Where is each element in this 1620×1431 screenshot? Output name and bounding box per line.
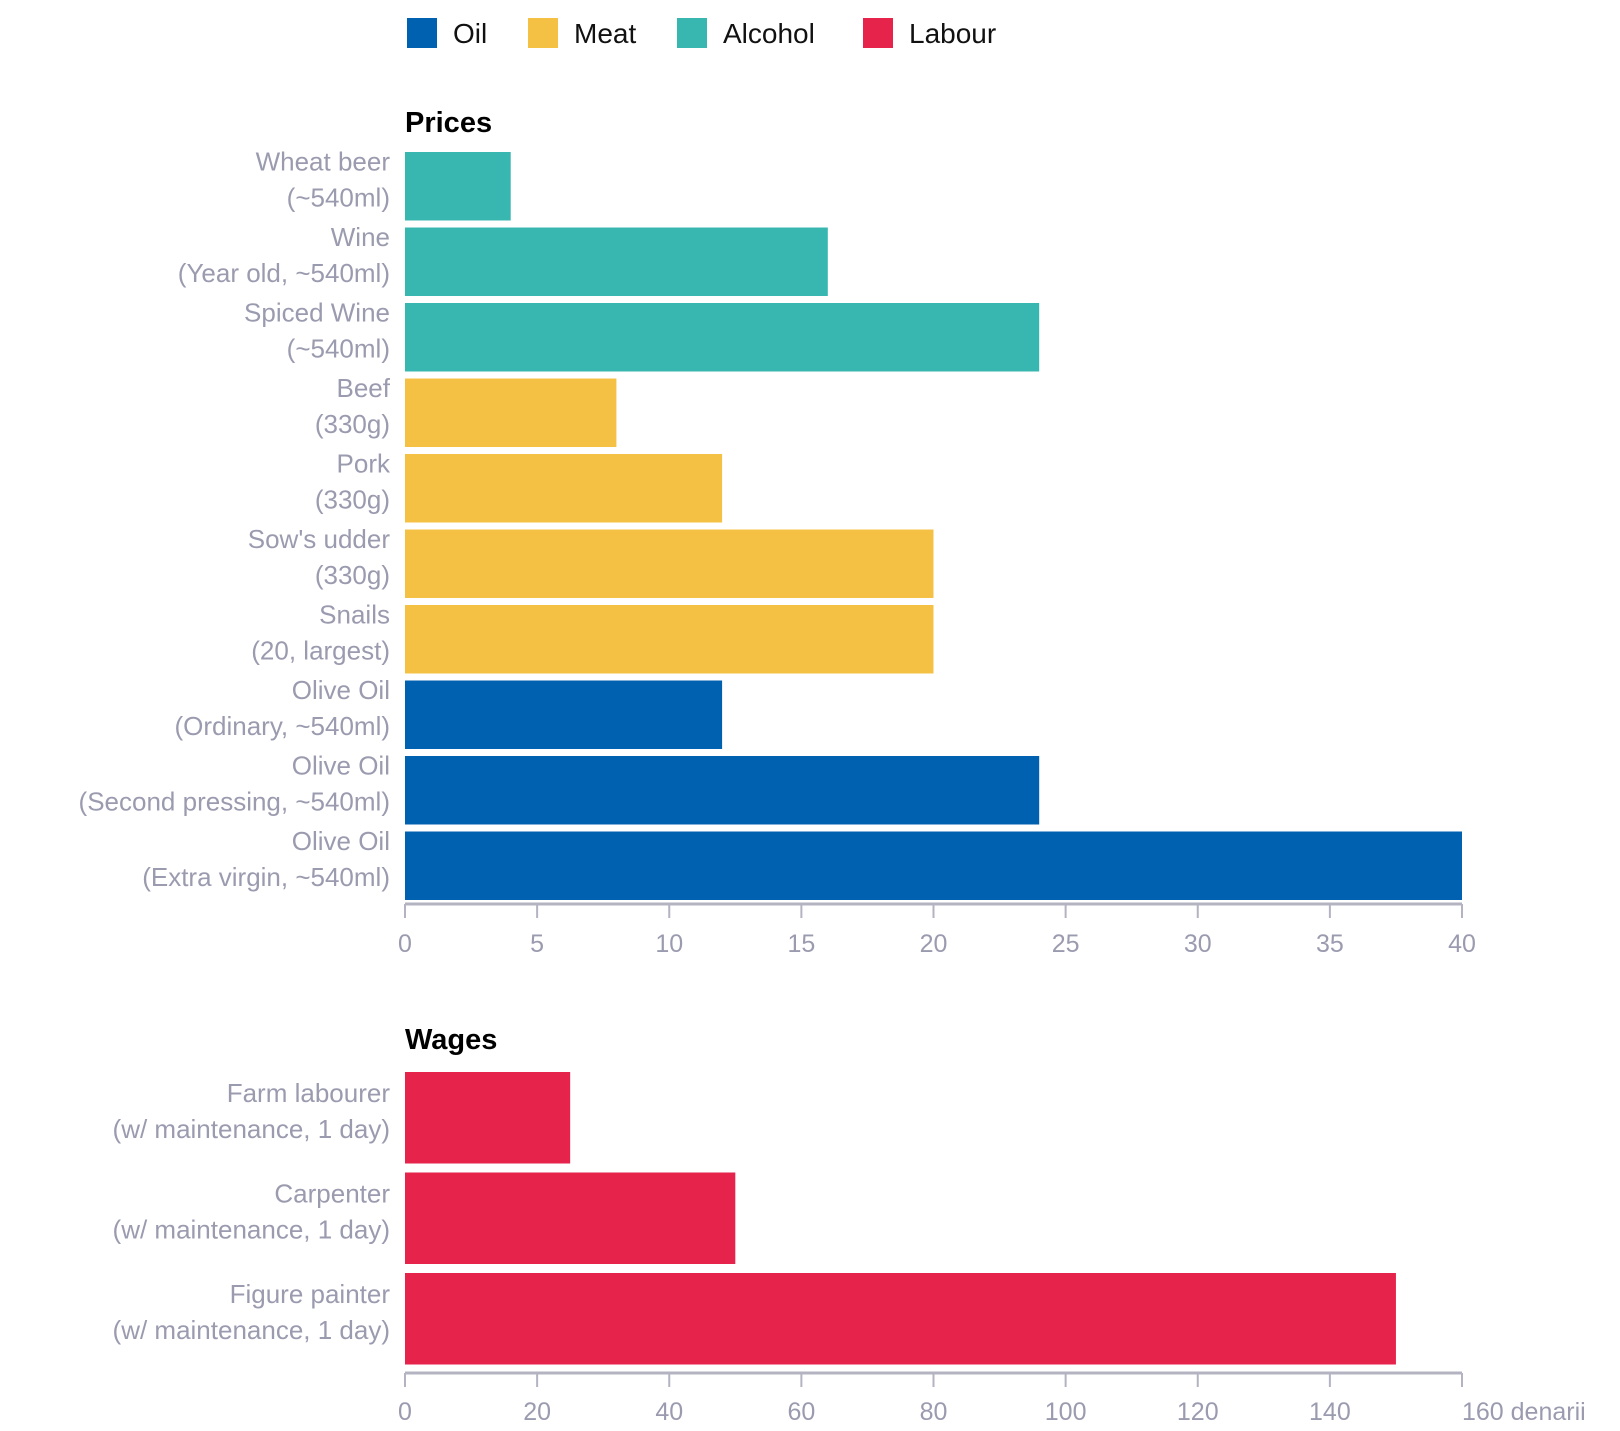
category-label-olive-oil: Olive Oil (Extra virgin, ~540ml) bbox=[142, 826, 390, 892]
category-label-spiced-wine: Spiced Wine (~540ml) bbox=[244, 297, 390, 363]
category-label-line: Wheat beer bbox=[256, 146, 391, 176]
category-label-sow-s-udder: Sow's udder (330g) bbox=[248, 524, 391, 590]
legend-swatch-oil bbox=[407, 18, 437, 48]
legend-label-labour: Labour bbox=[909, 18, 996, 49]
category-label-figure-painter: Figure painter (w/ maintenance, 1 day) bbox=[113, 1279, 391, 1345]
category-label-line: (330g) bbox=[315, 484, 390, 514]
x-tick-label: 20 bbox=[920, 930, 948, 958]
legend-swatch-labour bbox=[863, 18, 893, 48]
category-label-line: (~540ml) bbox=[287, 182, 390, 212]
x-tick-label: 100 bbox=[1045, 1398, 1087, 1426]
category-label-line: (w/ maintenance, 1 day) bbox=[113, 1315, 390, 1345]
prices-panel: Prices Wheat beer (~540ml) Wine (Year old, ~… bbox=[79, 107, 1476, 958]
legend-swatch-meat bbox=[528, 18, 558, 48]
legend: Oil Meat Alcohol Labour bbox=[407, 18, 996, 49]
legend-label-meat: Meat bbox=[574, 18, 636, 49]
bar-olive-oil bbox=[405, 831, 1462, 900]
category-label-line: Wine bbox=[331, 222, 390, 252]
category-label-beef: Beef (330g) bbox=[315, 373, 391, 439]
bar-beef bbox=[405, 378, 617, 447]
bar-carpenter bbox=[405, 1172, 736, 1264]
category-label-line: (w/ maintenance, 1 day) bbox=[113, 1214, 390, 1244]
x-tick-label: 30 bbox=[1184, 930, 1212, 958]
category-label-pork: Pork (330g) bbox=[315, 448, 391, 514]
x-tick-label: 5 bbox=[530, 930, 544, 958]
x-tick-label: 15 bbox=[787, 930, 815, 958]
category-label-line: Carpenter bbox=[274, 1178, 390, 1208]
x-tick-label: 20 bbox=[523, 1398, 551, 1426]
category-label-line: Snails bbox=[319, 599, 390, 629]
category-label-line: Olive Oil bbox=[292, 675, 390, 705]
category-label-wheat-beer: Wheat beer (~540ml) bbox=[256, 146, 391, 212]
x-tick-label: 40 bbox=[655, 1398, 683, 1426]
category-label-wine: Wine (Year old, ~540ml) bbox=[178, 222, 390, 288]
legend-label-alcohol: Alcohol bbox=[723, 18, 815, 49]
category-label-line: Farm labourer bbox=[227, 1078, 391, 1108]
category-label-snails: Snails (20, largest) bbox=[251, 599, 390, 665]
bar-figure-painter bbox=[405, 1273, 1396, 1365]
category-label-line: Sow's udder bbox=[248, 524, 391, 554]
category-label-line: Spiced Wine bbox=[244, 297, 390, 327]
category-label-line: (Year old, ~540ml) bbox=[178, 258, 390, 288]
bar-snails bbox=[405, 605, 934, 674]
category-label-line: Olive Oil bbox=[292, 826, 390, 856]
category-label-line: (w/ maintenance, 1 day) bbox=[113, 1114, 390, 1144]
legend-swatch-alcohol bbox=[677, 18, 707, 48]
category-label-line: (Extra virgin, ~540ml) bbox=[142, 862, 390, 892]
x-tick-label: 140 bbox=[1309, 1398, 1351, 1426]
category-label-line: Beef bbox=[337, 373, 391, 403]
x-tick-label: 0 bbox=[398, 1398, 412, 1426]
panel-title: Wages bbox=[405, 1024, 497, 1056]
category-label-line: (330g) bbox=[315, 560, 390, 590]
category-label-line: Pork bbox=[337, 448, 391, 478]
x-tick-label: 25 bbox=[1052, 930, 1080, 958]
bar-olive-oil bbox=[405, 756, 1040, 825]
bar-spiced-wine bbox=[405, 303, 1040, 372]
wages-panel: Wages Farm labourer (w/ maintenance, 1 day… bbox=[113, 1024, 1586, 1426]
category-label-olive-oil: Olive Oil (Second pressing, ~540ml) bbox=[79, 750, 390, 816]
category-label-carpenter: Carpenter (w/ maintenance, 1 day) bbox=[113, 1178, 391, 1244]
x-tick-label: 160 denarii bbox=[1462, 1398, 1586, 1426]
bar-farm-labourer bbox=[405, 1072, 571, 1164]
panel-title: Prices bbox=[405, 107, 492, 139]
bar-wheat-beer bbox=[405, 152, 511, 221]
bar-pork bbox=[405, 454, 723, 523]
x-tick-label: 40 bbox=[1448, 930, 1476, 958]
x-tick-label: 120 bbox=[1177, 1398, 1219, 1426]
bar-wine bbox=[405, 227, 828, 296]
x-tick-label: 0 bbox=[398, 930, 412, 958]
category-label-line: (Ordinary, ~540ml) bbox=[174, 711, 390, 741]
bar-sow-s-udder bbox=[405, 529, 934, 598]
x-tick-label: 35 bbox=[1316, 930, 1344, 958]
x-tick-label: 60 bbox=[787, 1398, 815, 1426]
category-label-farm-labourer: Farm labourer (w/ maintenance, 1 day) bbox=[113, 1078, 391, 1144]
x-tick-label: 10 bbox=[655, 930, 683, 958]
category-label-olive-oil: Olive Oil (Ordinary, ~540ml) bbox=[174, 675, 390, 741]
bar-olive-oil bbox=[405, 680, 723, 749]
category-label-line: (20, largest) bbox=[251, 635, 390, 665]
category-label-line: Olive Oil bbox=[292, 750, 390, 780]
category-label-line: (~540ml) bbox=[287, 333, 390, 363]
category-label-line: (330g) bbox=[315, 409, 390, 439]
x-tick-label: 80 bbox=[920, 1398, 948, 1426]
category-label-line: (Second pressing, ~540ml) bbox=[79, 786, 390, 816]
legend-label-oil: Oil bbox=[453, 18, 487, 49]
category-label-line: Figure painter bbox=[230, 1279, 391, 1309]
